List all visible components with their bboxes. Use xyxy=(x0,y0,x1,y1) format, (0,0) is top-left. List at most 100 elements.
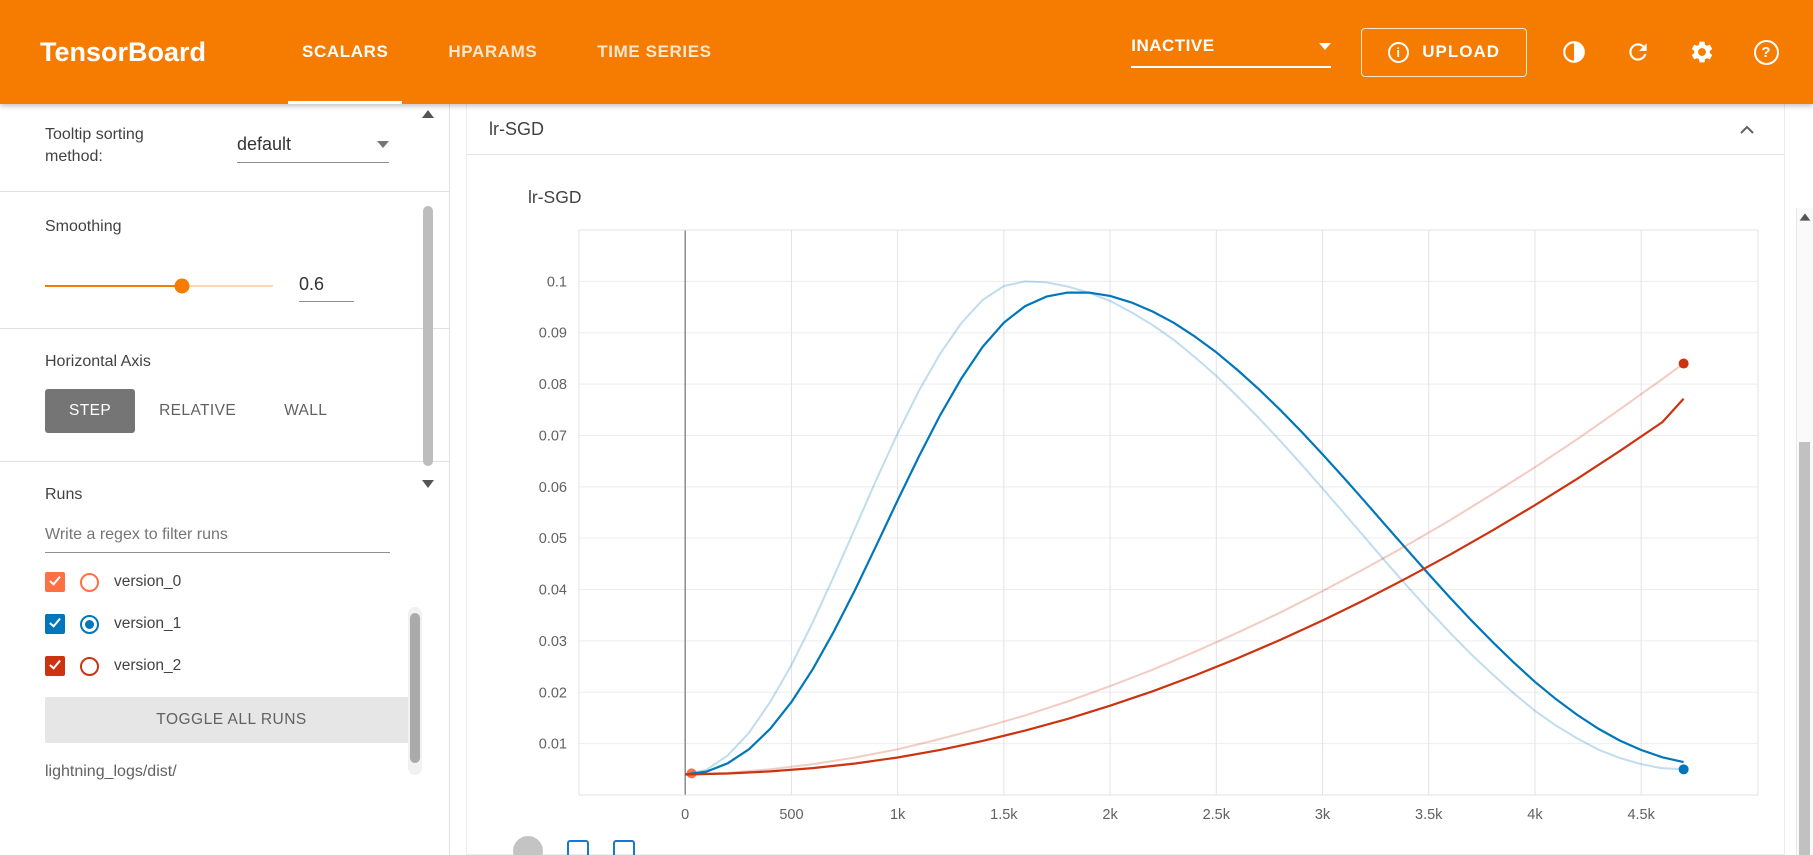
chart-toolbar xyxy=(513,836,635,855)
svg-text:0.01: 0.01 xyxy=(539,737,567,753)
radio-dot xyxy=(85,619,94,629)
svg-text:0.02: 0.02 xyxy=(539,685,567,701)
check-icon xyxy=(49,615,61,628)
tab-scalars[interactable]: SCALARS xyxy=(272,0,418,104)
smoothing-slider-row xyxy=(45,270,389,303)
scalar-card-lr-sgd: lr-SGD lr-SGD 0.01 0.02 0.03 0.04 0.05 0.06 0.… xyxy=(466,104,1785,855)
upload-button[interactable]: i UPLOAD xyxy=(1361,27,1527,77)
tab-hparams[interactable]: HPARAMS xyxy=(448,42,538,61)
runs-label: Runs xyxy=(45,486,83,504)
gear-icon xyxy=(1691,41,1713,63)
axis-relative-button[interactable]: RELATIVE xyxy=(159,402,237,420)
chart-title: lr-SGD xyxy=(528,187,582,207)
svg-text:1.5k: 1.5k xyxy=(990,807,1018,823)
log-directory-label: lightning_logs/dist/ xyxy=(45,763,177,781)
settings-button[interactable] xyxy=(1685,35,1719,69)
run-row-version-1[interactable]: version_1 xyxy=(45,603,389,645)
run-list: version_0 version_1 version_2 xyxy=(45,561,389,687)
scrollbar-thumb[interactable] xyxy=(1799,442,1810,855)
app-header: TensorBoard SCALARS HPARAMS TIME SERIES … xyxy=(0,0,1813,104)
contrast-icon xyxy=(1563,41,1585,63)
status-dropdown-value: INACTIVE xyxy=(1131,36,1215,55)
svg-text:0.1: 0.1 xyxy=(547,274,567,290)
run-label: version_1 xyxy=(114,615,182,633)
status-dropdown[interactable]: INACTIVE xyxy=(1131,36,1332,68)
scrollbar-thumb[interactable] xyxy=(423,206,433,466)
axis-step-button[interactable]: STEP xyxy=(45,389,136,434)
axis-button-group: STEP RELATIVE WALL xyxy=(45,389,389,434)
svg-text:0.06: 0.06 xyxy=(539,480,567,496)
expand-chart-icon[interactable] xyxy=(567,840,589,855)
run-label: version_0 xyxy=(114,573,182,591)
scrollbar-thumb[interactable] xyxy=(410,613,420,763)
run-selector-icon[interactable] xyxy=(513,836,543,855)
chevron-up-icon[interactable] xyxy=(1738,123,1756,135)
run-label: version_2 xyxy=(114,657,182,675)
svg-text:0: 0 xyxy=(681,807,689,823)
page-scrollbar[interactable] xyxy=(1796,208,1813,855)
sidebar: Tooltip sorting method: default Smoothin… xyxy=(0,104,450,855)
card-header: lr-SGD xyxy=(467,104,1784,155)
smoothing-label: Smoothing xyxy=(45,218,122,236)
card-title: lr-SGD xyxy=(489,118,544,139)
refresh-button[interactable] xyxy=(1621,35,1655,69)
scroll-up-icon[interactable] xyxy=(1799,213,1811,221)
refresh-icon xyxy=(1629,43,1647,61)
tooltip-sorting-label: Tooltip sorting method: xyxy=(45,126,144,165)
divider xyxy=(0,328,449,330)
help-button[interactable]: ? xyxy=(1749,35,1783,69)
settings-scrollbar[interactable] xyxy=(420,110,436,488)
run-row-version-0[interactable]: version_0 xyxy=(45,561,389,603)
header-actions: INACTIVE i UPLOAD ? xyxy=(1131,27,1783,77)
svg-text:0.07: 0.07 xyxy=(539,428,567,444)
smoothing-section: Smoothing xyxy=(0,192,449,328)
scroll-up-icon[interactable] xyxy=(422,110,434,118)
runs-scrollbar[interactable] xyxy=(408,607,422,775)
run-row-version-2[interactable]: version_2 xyxy=(45,645,389,687)
smoothing-slider[interactable] xyxy=(45,278,273,294)
divider xyxy=(0,191,449,193)
main-panel: lr-SGD lr-SGD 0.01 0.02 0.03 0.04 0.05 0.06 0.… xyxy=(450,104,1813,855)
svg-text:0.05: 0.05 xyxy=(539,531,567,547)
check-icon xyxy=(49,657,61,670)
tensorboard-logo[interactable]: TensorBoard xyxy=(40,36,207,67)
smoothing-value-input[interactable] xyxy=(299,270,354,303)
run-checkbox[interactable] xyxy=(45,614,65,635)
dark-mode-toggle-button[interactable] xyxy=(1557,35,1591,69)
content-area: Tooltip sorting method: default Smoothin… xyxy=(0,104,1813,855)
tab-time-series[interactable]: TIME SERIES xyxy=(597,42,712,61)
svg-text:3.5k: 3.5k xyxy=(1415,807,1443,823)
run-radio[interactable] xyxy=(80,614,99,634)
scroll-down-icon[interactable] xyxy=(422,480,434,488)
axis-wall-button[interactable]: WALL xyxy=(284,402,328,420)
svg-text:4.5k: 4.5k xyxy=(1627,807,1655,823)
svg-text:0.03: 0.03 xyxy=(539,634,567,650)
runs-filter-input[interactable] xyxy=(45,518,390,554)
divider xyxy=(0,461,449,463)
svg-text:4k: 4k xyxy=(1527,807,1543,823)
svg-text:1k: 1k xyxy=(890,807,906,823)
run-checkbox[interactable] xyxy=(45,656,65,677)
lr-sgd-chart[interactable]: 0.01 0.02 0.03 0.04 0.05 0.06 0.07 0.08 0.09 0.1 0… xyxy=(491,215,1781,855)
tooltip-sorting-value: default xyxy=(237,134,292,154)
tooltip-sorting-dropdown[interactable]: default xyxy=(237,134,389,163)
svg-text:2.5k: 2.5k xyxy=(1203,807,1231,823)
chevron-down-icon xyxy=(1319,42,1332,50)
help-icon: ? xyxy=(1753,39,1779,65)
fit-domain-icon[interactable] xyxy=(613,840,635,855)
card-body: lr-SGD 0.01 0.02 0.03 0.04 0.05 0.06 0.07 0.08 0… xyxy=(467,155,1784,855)
tooltip-sorting-section: Tooltip sorting method: default xyxy=(0,104,449,167)
upload-button-label: UPLOAD xyxy=(1422,42,1500,61)
main-tabs: SCALARS HPARAMS TIME SERIES xyxy=(272,0,742,104)
svg-text:0.08: 0.08 xyxy=(539,377,567,393)
info-icon: i xyxy=(1388,41,1410,63)
svg-text:0.09: 0.09 xyxy=(539,326,567,342)
run-checkbox[interactable] xyxy=(45,572,65,593)
slider-thumb[interactable] xyxy=(174,278,190,294)
run-radio[interactable] xyxy=(80,572,99,592)
svg-text:500: 500 xyxy=(779,807,803,823)
slider-fill xyxy=(45,285,182,288)
run-radio[interactable] xyxy=(80,656,99,676)
toggle-all-runs-button[interactable]: TOGGLE ALL RUNS xyxy=(45,697,418,744)
chevron-down-icon xyxy=(377,141,389,148)
